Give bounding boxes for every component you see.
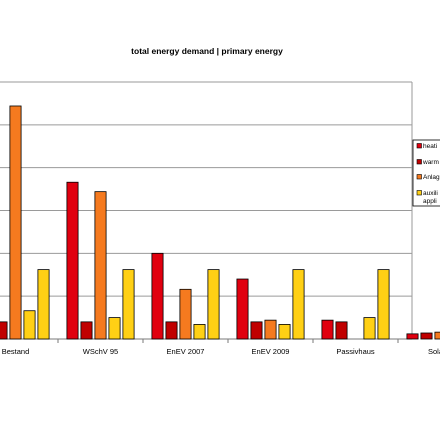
legend-swatch	[416, 143, 422, 149]
bar	[363, 317, 376, 340]
bar	[250, 321, 263, 340]
bar	[278, 324, 291, 340]
bar	[406, 333, 419, 340]
bar	[335, 321, 348, 340]
x-tick-label: EnEV 2007	[167, 347, 205, 356]
x-tick-label: WSchV 95	[83, 347, 118, 356]
bar	[66, 181, 79, 340]
x-tick-label: Passivhaus	[336, 347, 375, 356]
bar	[321, 319, 334, 340]
legend-label: heati	[423, 143, 437, 150]
legend-swatch	[416, 190, 422, 196]
bar	[179, 288, 192, 340]
x-tick-label: Solar H	[428, 347, 440, 356]
bar	[292, 269, 305, 340]
legend-label: warm	[422, 159, 439, 166]
bar	[80, 321, 93, 340]
bar	[236, 278, 249, 340]
bars	[0, 105, 440, 340]
bar	[434, 331, 440, 340]
legend-swatch	[416, 159, 422, 165]
legend-label: Anlag	[423, 174, 440, 181]
gridlines	[0, 81, 413, 343]
bar	[122, 269, 135, 340]
legend-label: appli	[423, 198, 437, 205]
category-labels: Bestand WSchV 95 EnEV 2007 EnEV 2009 Passivh…	[2, 347, 440, 356]
x-tick-label: EnEV 2009	[252, 347, 290, 356]
legend-label: auxili	[423, 190, 438, 197]
bar	[193, 324, 206, 340]
bar	[264, 319, 277, 340]
bar	[108, 317, 121, 340]
bar	[0, 321, 8, 340]
legend-swatch	[416, 174, 422, 180]
bar	[207, 269, 220, 340]
bar	[37, 269, 50, 340]
bar	[165, 321, 178, 340]
bar	[9, 105, 22, 340]
x-tick-label: Bestand	[2, 347, 30, 356]
bar	[94, 191, 107, 340]
bar	[23, 310, 36, 340]
bar	[420, 332, 433, 340]
bar	[151, 252, 164, 340]
bar	[377, 269, 390, 340]
chart-title: total energy demand | primary energy	[131, 46, 283, 56]
